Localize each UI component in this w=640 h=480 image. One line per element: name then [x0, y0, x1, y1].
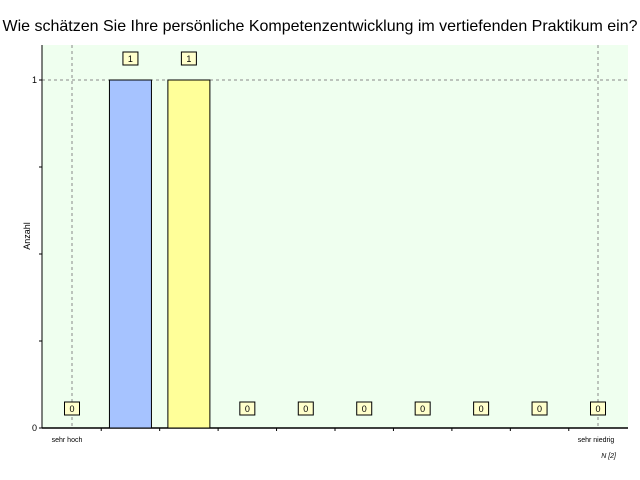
value-label: 0	[590, 401, 606, 416]
value-labels: 0 1 1 0 0 0 0 0 0 0	[64, 51, 606, 416]
value-label: 0	[297, 401, 314, 416]
value-label-box	[590, 401, 606, 416]
n-label: N [2]	[601, 453, 617, 460]
value-label-text: 0	[537, 404, 542, 414]
x-anchor-right-label: sehr niedrig	[578, 437, 615, 444]
bar	[167, 79, 211, 429]
value-label-text: 0	[420, 404, 425, 414]
y-ticks: 01	[32, 75, 42, 433]
value-label-box	[64, 401, 80, 416]
x-ticks	[100, 428, 570, 431]
value-label: 0	[239, 401, 256, 416]
bars	[108, 79, 211, 429]
value-label: 0	[473, 401, 490, 416]
value-label-text: 0	[69, 404, 74, 414]
value-label-box	[473, 401, 490, 416]
x-anchor-left-label: sehr hoch	[52, 437, 83, 444]
value-label-box	[297, 401, 314, 416]
value-label-box	[239, 401, 256, 416]
value-label: 0	[356, 401, 373, 416]
bar	[108, 79, 152, 429]
value-label-box	[531, 401, 548, 416]
value-label: 0	[414, 401, 431, 416]
value-label: 1	[180, 51, 197, 66]
y-axis-label: Anzahl	[22, 222, 32, 250]
value-label: 0	[64, 401, 80, 416]
value-label-text: 1	[128, 54, 133, 64]
y-tick-label: 0	[32, 423, 37, 433]
value-label: 1	[122, 51, 139, 66]
value-label-text: 0	[479, 404, 484, 414]
value-label-text: 1	[186, 54, 191, 64]
value-label-box	[356, 401, 373, 416]
y-tick-label: 1	[32, 75, 37, 85]
value-label-text: 0	[362, 404, 367, 414]
value-label-box	[180, 51, 197, 66]
value-label-text: 0	[245, 404, 250, 414]
value-label-text: 0	[303, 404, 308, 414]
value-label-box	[122, 51, 139, 66]
value-label-text: 0	[595, 404, 600, 414]
chart-title: Wie schätzen Sie Ihre persönliche Kompet…	[2, 18, 638, 35]
value-label-box	[414, 401, 431, 416]
value-label: 0	[531, 401, 548, 416]
